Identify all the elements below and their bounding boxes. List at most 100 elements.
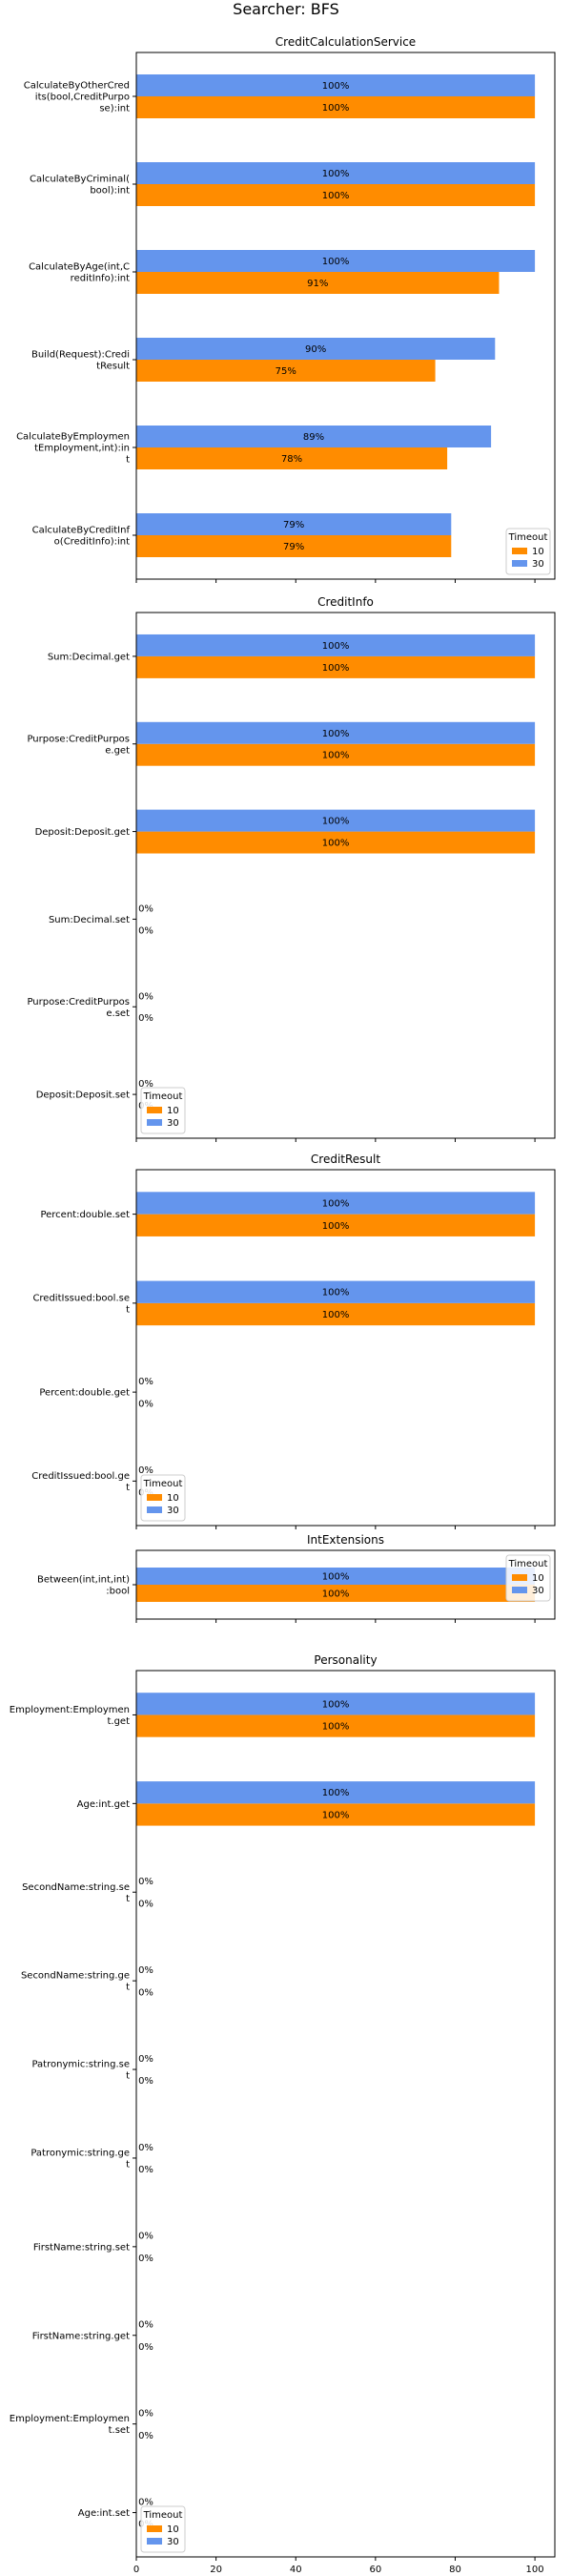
bar (136, 1568, 536, 1585)
x-tick-label: 60 (369, 2565, 381, 2575)
bar (136, 1585, 536, 1602)
data-label: 0% (138, 2232, 153, 2242)
data-label: 100% (322, 1788, 350, 1798)
bar (136, 1803, 536, 1826)
legend-entry: 10 (167, 1493, 179, 1504)
plot-frame (135, 1169, 556, 1527)
bar (136, 272, 500, 294)
bar (136, 426, 492, 447)
x-tick-label: 0 (133, 2565, 139, 2575)
data-label: 0% (138, 2320, 153, 2331)
legend-entry: 10 (167, 2524, 179, 2535)
data-label: 0% (138, 1377, 153, 1387)
x-tick-label: 80 (449, 2565, 461, 2575)
y-tick-label: Age:int.get (77, 1799, 130, 1810)
legend-title: Timeout (143, 1479, 183, 1489)
data-label: 79% (283, 520, 304, 530)
data-label: 75% (276, 366, 296, 377)
bar (136, 1781, 536, 1804)
bar (136, 250, 536, 272)
y-tick-label: Deposit:Deposit.get (35, 827, 131, 838)
legend-swatch (147, 2538, 162, 2545)
data-label: 0% (138, 1899, 153, 1909)
data-label: 100% (322, 1699, 350, 1710)
data-label: 100% (322, 1810, 350, 1820)
data-label: 100% (322, 729, 350, 739)
bar (136, 447, 448, 469)
bar (136, 809, 536, 832)
data-label: 100% (322, 1310, 350, 1320)
y-tick-label: Percent:double.get (39, 1388, 130, 1399)
bar (136, 1214, 536, 1236)
bar (136, 655, 536, 678)
legend-swatch (147, 1119, 162, 1126)
data-label: 0% (138, 1465, 153, 1476)
data-label: 100% (322, 1288, 350, 1298)
data-label: 91% (307, 279, 328, 289)
chart-0: CreditCalculationService 100% 100% 91% 75% 78… (16, 35, 556, 583)
x-tick-label: 40 (290, 2565, 302, 2575)
plot-frame (135, 52, 556, 580)
legend: Timeout 10 30 (140, 1087, 186, 1134)
x-tick-label: 20 (210, 2565, 222, 2575)
y-tick-label: Percent:double.set (40, 1210, 130, 1220)
y-tick-label: Employment:Employmen t.set (10, 2414, 130, 2436)
y-tick-label: Build(Request):Credi tResult (31, 350, 130, 372)
legend-entry: 30 (532, 559, 544, 570)
plot-frame (135, 1670, 556, 2558)
data-label: 89% (303, 432, 324, 443)
y-tick-label: Sum:Decimal.set (49, 915, 130, 925)
bar (136, 721, 536, 744)
data-label: 100% (322, 103, 350, 114)
y-tick-label: Purpose:CreditPurpos e.get (27, 734, 130, 756)
y-tick-label: SecondName:string.ge t (21, 1971, 130, 1993)
data-label: 0% (138, 2143, 153, 2153)
data-label: 0% (138, 925, 153, 936)
data-label: 100% (322, 81, 350, 92)
bar (136, 96, 536, 118)
legend-swatch (512, 548, 527, 554)
y-tick-label: Deposit:Deposit.set (36, 1091, 130, 1101)
y-tick-label: Patronymic:string.ge t (31, 2148, 130, 2170)
chart-title: CreditResult (311, 1153, 380, 1166)
data-label: 100% (322, 817, 350, 827)
y-tick-label: Purpose:CreditPurpos e.set (27, 997, 130, 1019)
legend-swatch (147, 1494, 162, 1501)
y-tick-label: Employment:Employmen t.get (10, 1705, 130, 1727)
legend-swatch (512, 1587, 527, 1593)
legend-title: Timeout (508, 1559, 548, 1569)
legend: Timeout 10 30 (505, 1554, 551, 1602)
data-label: 78% (281, 454, 302, 465)
data-label: 100% (322, 839, 350, 849)
data-label: 0% (138, 2054, 153, 2065)
y-tick-label: CalculateByAge(int,C reditInfo):int (29, 262, 130, 284)
data-label: 100% (322, 1722, 350, 1733)
bar (136, 634, 536, 656)
y-tick-label: CalculateByCriminal(bool):int (30, 175, 130, 197)
data-label: 100% (322, 751, 350, 761)
data-label: 100% (322, 1198, 350, 1209)
legend-swatch (147, 1506, 162, 1513)
legend-entry: 30 (532, 1586, 544, 1596)
legend-entry: 30 (167, 1506, 179, 1516)
data-label: 100% (322, 257, 350, 267)
data-label: 0% (138, 2431, 153, 2441)
bar (136, 162, 536, 184)
plot-frame (135, 612, 556, 1139)
bar (136, 1280, 536, 1303)
chart-title: Personality (314, 1653, 377, 1667)
legend-entry: 30 (167, 1118, 179, 1129)
bar (136, 743, 536, 766)
data-label: 0% (138, 1399, 153, 1409)
bar (136, 513, 452, 535)
legend-entry: 30 (167, 2537, 179, 2547)
data-label: 0% (138, 2254, 153, 2264)
y-tick-label: CreditIssued:bool.ge t (31, 1471, 130, 1493)
figure-title: Searcher: BFS (233, 0, 339, 18)
data-label: 0% (138, 1013, 153, 1024)
chart-2: CreditResult100%100%0%0%100%100%0%0%Perc… (31, 1153, 556, 1529)
y-tick-label: CalculateByCreditInf o(CreditInfo):int (32, 526, 131, 548)
data-label: 100% (322, 191, 350, 201)
legend-swatch (512, 560, 527, 567)
bar (136, 1302, 536, 1326)
